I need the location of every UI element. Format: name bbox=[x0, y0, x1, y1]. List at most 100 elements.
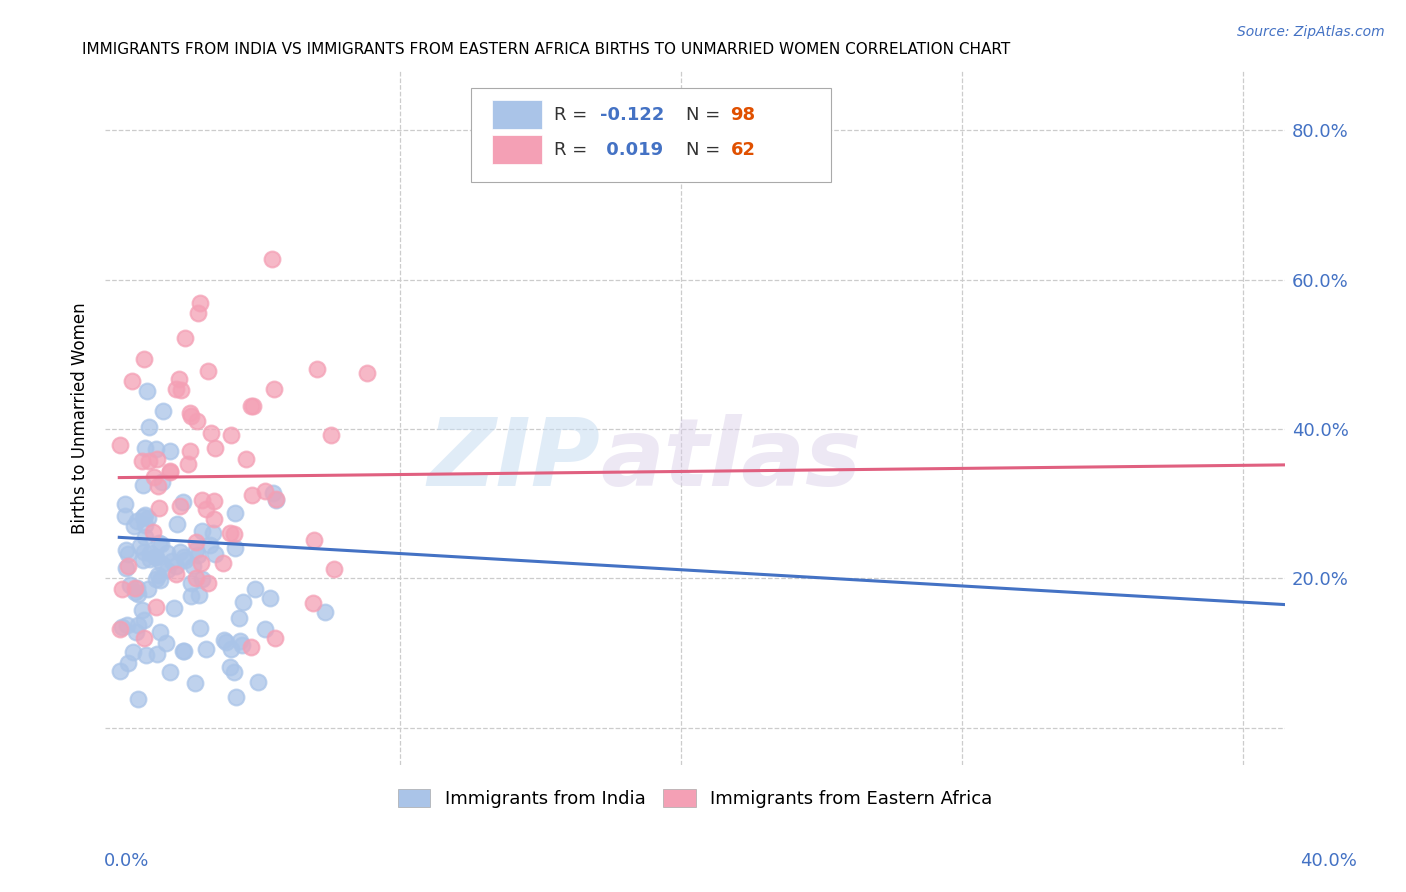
Point bbox=[202, 494, 225, 508]
Point bbox=[162, 554, 184, 568]
Point bbox=[145, 550, 167, 565]
Point bbox=[138, 420, 160, 434]
Point bbox=[122, 519, 145, 533]
Point bbox=[169, 545, 191, 559]
Point bbox=[117, 547, 139, 561]
Point bbox=[187, 548, 209, 562]
Point bbox=[191, 572, 214, 586]
Point bbox=[115, 543, 138, 558]
Text: 98: 98 bbox=[731, 106, 755, 124]
Point bbox=[319, 428, 342, 442]
Point bbox=[159, 443, 181, 458]
Point bbox=[204, 547, 226, 561]
Point bbox=[221, 642, 243, 657]
Point bbox=[191, 492, 214, 507]
Point bbox=[240, 640, 263, 654]
Point bbox=[125, 624, 148, 639]
Point bbox=[215, 635, 238, 649]
Point bbox=[146, 451, 169, 466]
Point bbox=[184, 543, 207, 558]
Point bbox=[145, 549, 167, 564]
Point bbox=[219, 526, 242, 541]
Point bbox=[188, 295, 211, 310]
Point bbox=[263, 382, 285, 396]
Point bbox=[121, 645, 143, 659]
Point bbox=[212, 556, 235, 570]
Point bbox=[179, 444, 201, 458]
Point bbox=[232, 595, 254, 609]
Point bbox=[228, 611, 250, 625]
Text: N =: N = bbox=[686, 106, 725, 124]
Point bbox=[135, 648, 157, 662]
Point bbox=[240, 488, 263, 502]
Point bbox=[262, 486, 284, 500]
Point bbox=[142, 470, 165, 484]
Point bbox=[240, 400, 263, 414]
Point bbox=[307, 361, 329, 376]
Point bbox=[148, 535, 170, 549]
Point bbox=[186, 414, 208, 428]
Point bbox=[259, 591, 281, 605]
Point bbox=[115, 561, 138, 575]
Point bbox=[224, 506, 246, 520]
Text: Source: ZipAtlas.com: Source: ZipAtlas.com bbox=[1237, 25, 1385, 39]
Text: R =: R = bbox=[554, 106, 592, 124]
FancyBboxPatch shape bbox=[471, 87, 831, 182]
Point bbox=[128, 539, 150, 553]
Point bbox=[184, 535, 207, 549]
Point bbox=[114, 508, 136, 523]
Point bbox=[120, 578, 142, 592]
Point bbox=[314, 605, 336, 619]
Point bbox=[172, 644, 194, 658]
Point bbox=[231, 638, 253, 652]
Point bbox=[253, 622, 276, 636]
Point bbox=[132, 477, 155, 491]
Text: -0.122: -0.122 bbox=[599, 106, 664, 124]
Point bbox=[166, 517, 188, 532]
Point bbox=[235, 452, 257, 467]
Point bbox=[136, 582, 159, 597]
Point bbox=[134, 517, 156, 532]
Point bbox=[127, 692, 149, 706]
Point bbox=[149, 573, 172, 587]
Point bbox=[125, 514, 148, 528]
Point bbox=[136, 511, 159, 525]
Point bbox=[222, 526, 245, 541]
Point bbox=[180, 576, 202, 591]
Point bbox=[219, 427, 242, 442]
Point bbox=[243, 582, 266, 596]
Point bbox=[173, 549, 195, 564]
Point bbox=[204, 441, 226, 455]
Point bbox=[149, 625, 172, 640]
Point bbox=[138, 546, 160, 560]
Point bbox=[155, 635, 177, 649]
Point bbox=[117, 559, 139, 574]
Point bbox=[169, 372, 191, 386]
Text: 62: 62 bbox=[731, 141, 755, 159]
Point bbox=[149, 537, 172, 551]
Text: atlas: atlas bbox=[600, 414, 862, 506]
FancyBboxPatch shape bbox=[492, 100, 541, 129]
Point bbox=[179, 406, 201, 420]
Point bbox=[148, 501, 170, 516]
Point bbox=[159, 464, 181, 478]
Point bbox=[121, 375, 143, 389]
Point bbox=[229, 633, 252, 648]
Point bbox=[117, 656, 139, 670]
Point bbox=[163, 600, 186, 615]
Point bbox=[159, 665, 181, 679]
Point bbox=[187, 589, 209, 603]
Point bbox=[187, 306, 209, 320]
Text: 0.019: 0.019 bbox=[599, 141, 662, 159]
Point bbox=[111, 620, 134, 634]
Point bbox=[184, 571, 207, 585]
Point bbox=[254, 484, 277, 499]
Point bbox=[156, 546, 179, 560]
Point bbox=[323, 562, 346, 576]
Point bbox=[150, 475, 173, 489]
Point bbox=[181, 558, 204, 573]
Y-axis label: Births to Unmarried Women: Births to Unmarried Women bbox=[72, 302, 89, 533]
Point bbox=[198, 539, 221, 553]
Point bbox=[138, 453, 160, 467]
Point bbox=[195, 642, 218, 657]
